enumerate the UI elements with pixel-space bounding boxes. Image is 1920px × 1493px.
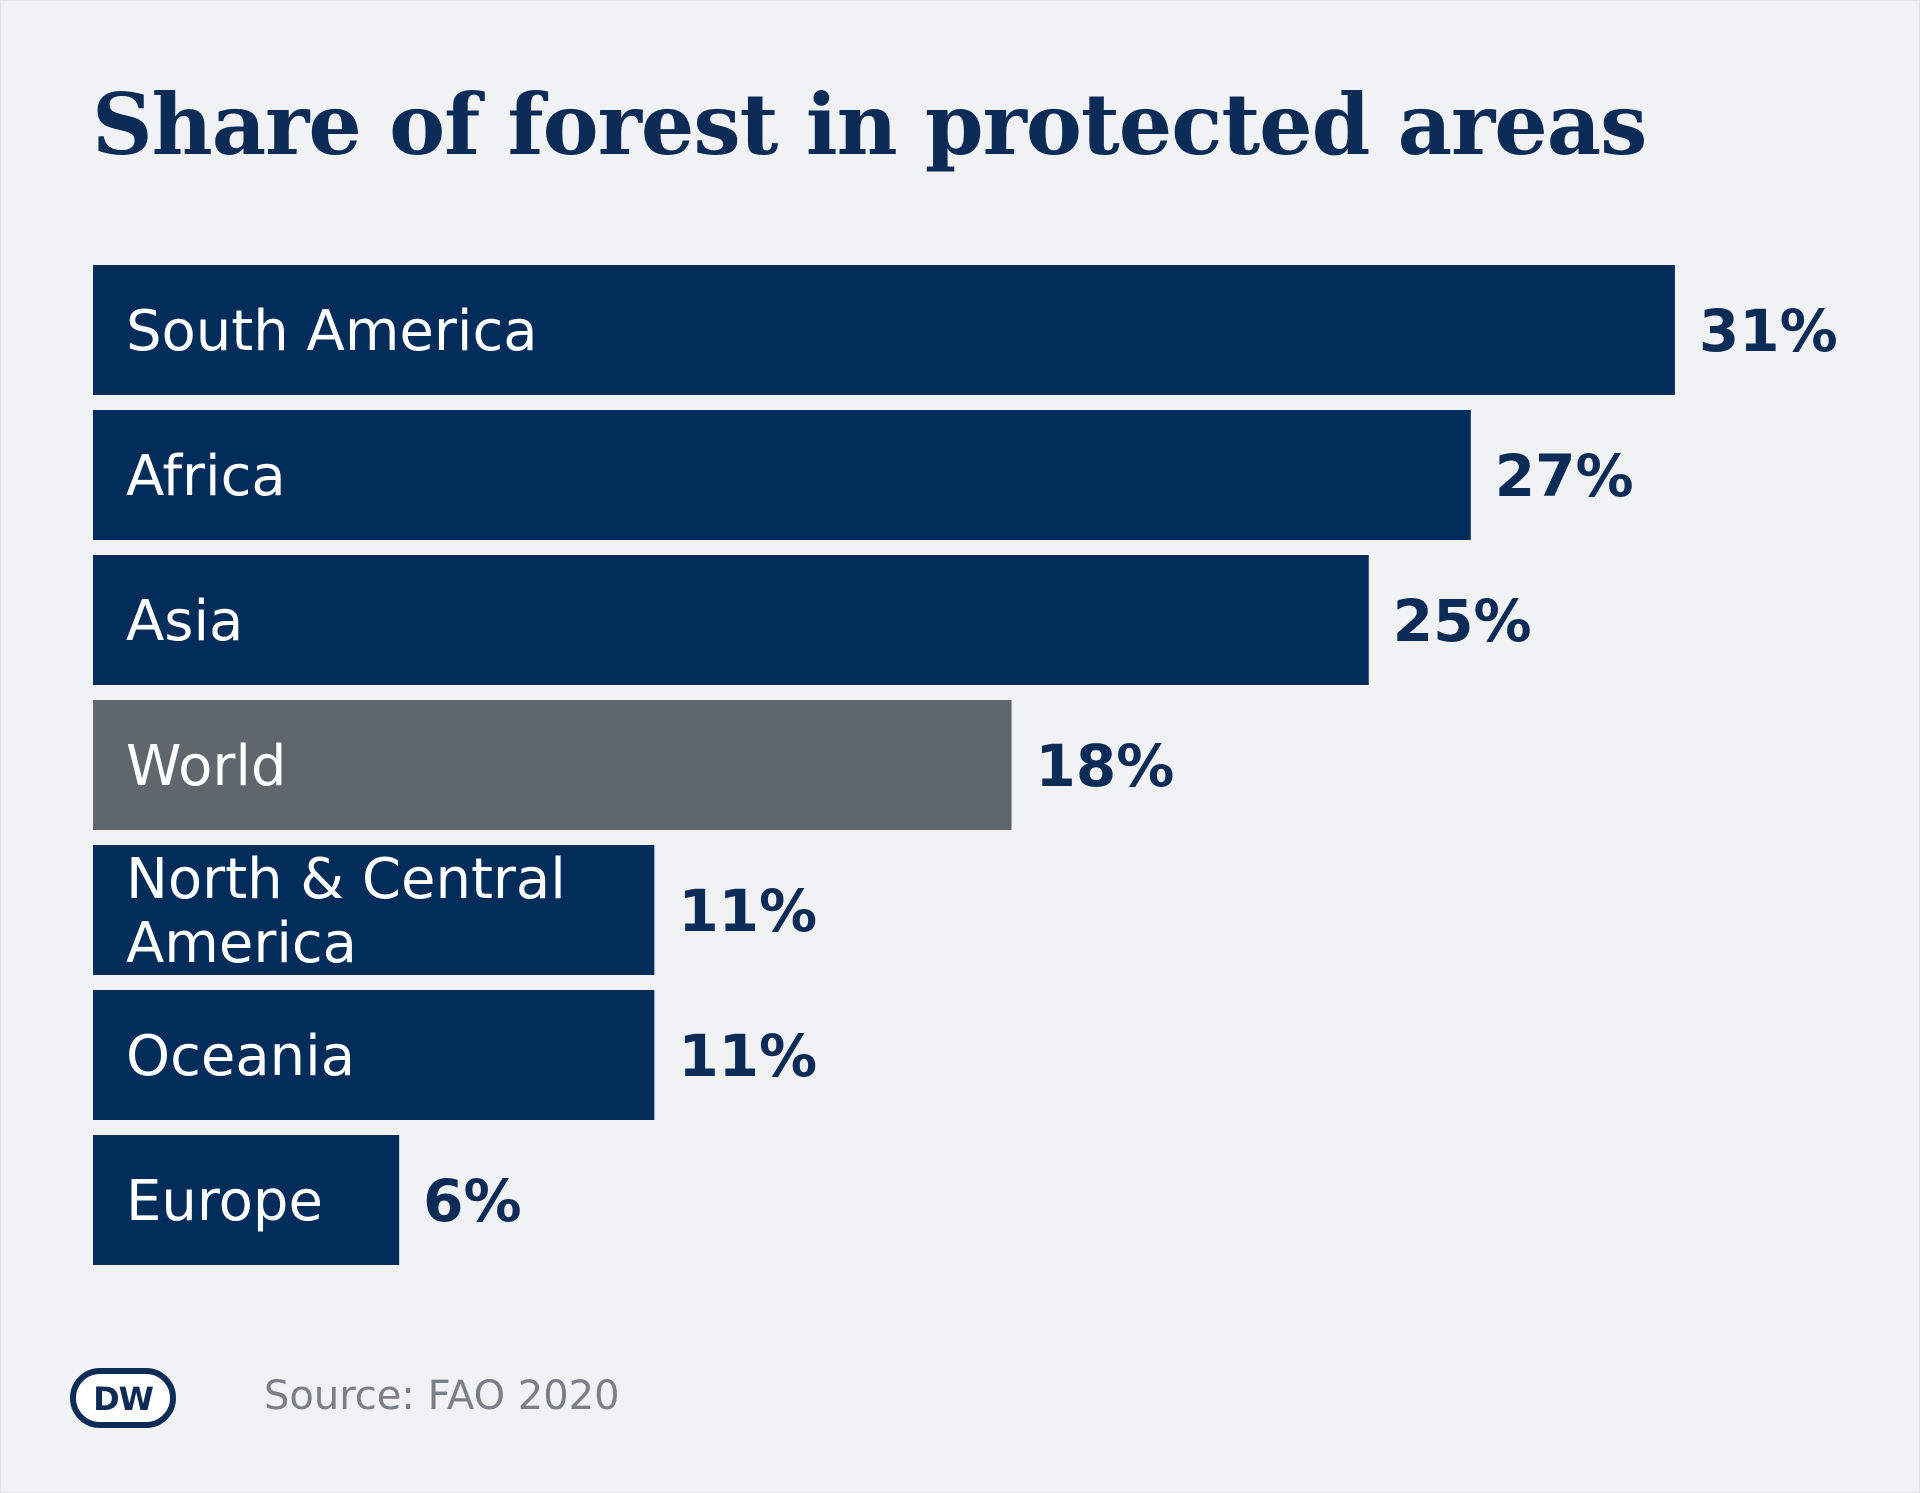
value-label-world: 18% bbox=[1036, 732, 1175, 800]
bar-asia bbox=[93, 555, 1369, 685]
bar-group-world: World 18% bbox=[93, 700, 1174, 830]
value-label-europe: 6% bbox=[423, 1167, 521, 1235]
bar-label-north-and-central-america: North & Central America bbox=[126, 847, 566, 976]
bar-south-america bbox=[93, 265, 1675, 395]
chart-title: Share of forest in protected areas bbox=[92, 75, 1647, 174]
dw-logo: DW bbox=[70, 1368, 176, 1428]
bar-label-south-america: South America bbox=[126, 299, 538, 364]
bar-label-europe: Europe bbox=[126, 1169, 323, 1234]
bar-world bbox=[93, 700, 1012, 830]
bar-chart: South America 31% Africa 27% Asia 25% World 18%… bbox=[93, 265, 1838, 1265]
bar-group-oceania: Oceania 11% bbox=[93, 990, 817, 1120]
value-label-oceania: 11% bbox=[678, 1022, 817, 1090]
bar-group-north-and-central-america: North & Central America 11% bbox=[93, 845, 817, 976]
bar-oceania bbox=[93, 990, 655, 1120]
bar-north-and-central-america bbox=[93, 845, 655, 975]
source-note: Source: FAO 2020 bbox=[264, 1373, 620, 1419]
bar-label-asia: Asia bbox=[126, 589, 243, 654]
bar-label-world: World bbox=[126, 734, 286, 799]
dw-logo-text: DW bbox=[93, 1380, 154, 1418]
bar-label-oceania: Oceania bbox=[126, 1024, 355, 1089]
bar-group-asia: Asia 25% bbox=[93, 555, 1532, 685]
value-label-asia: 25% bbox=[1393, 587, 1532, 655]
bar-africa bbox=[93, 410, 1471, 540]
bar-group-south-america: South America 31% bbox=[93, 265, 1838, 395]
bar-group-europe: Europe 6% bbox=[93, 1135, 522, 1265]
bar-europe bbox=[93, 1135, 400, 1265]
value-label-africa: 27% bbox=[1495, 442, 1634, 510]
bar-label-africa: Africa bbox=[126, 444, 286, 509]
value-label-north-and-central-america: 11% bbox=[678, 877, 817, 945]
value-label-south-america: 31% bbox=[1699, 297, 1838, 365]
bar-group-africa: Africa 27% bbox=[93, 410, 1634, 540]
